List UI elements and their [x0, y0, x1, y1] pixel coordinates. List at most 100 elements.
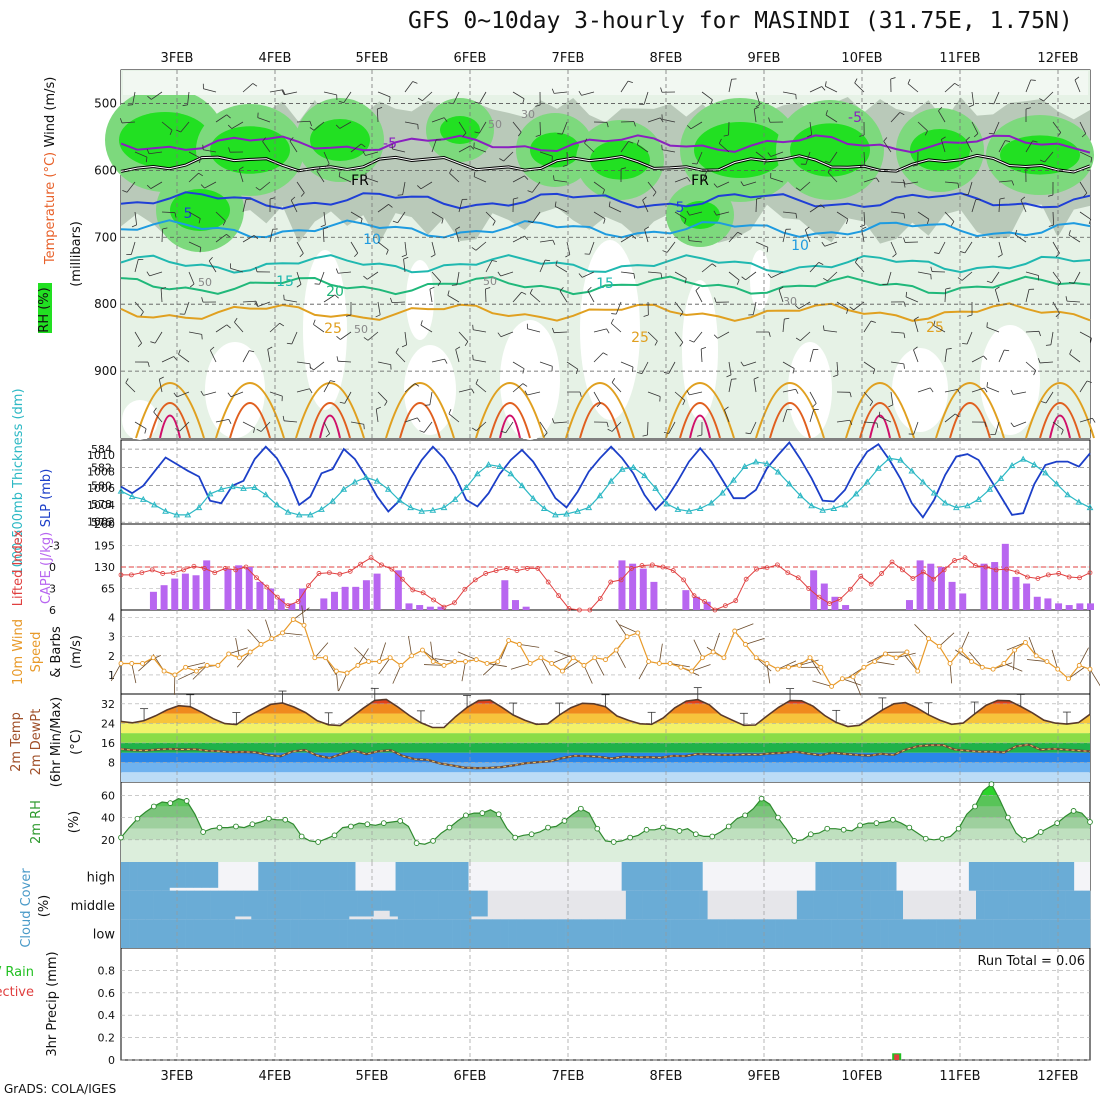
li-point [962, 555, 968, 561]
thickness-point [418, 507, 426, 514]
rh2m-point [183, 798, 190, 804]
cloud-cell-low [1081, 919, 1091, 948]
cloud-cell-high [670, 862, 679, 891]
cape-bar [1012, 576, 1020, 610]
wind-speed-point [743, 641, 748, 647]
wind-barb-flag [234, 317, 238, 323]
li-point [670, 568, 676, 573]
cloud-cell-high [621, 862, 631, 891]
wind-barb [180, 121, 190, 133]
wind-barb [160, 289, 163, 303]
wind-barb-flag [903, 213, 906, 219]
wind-barb [799, 181, 811, 191]
x-tick-label-top: 7FEB [552, 51, 585, 66]
cloud-cell-low [1073, 919, 1083, 948]
wind-barb-flag [524, 235, 529, 241]
cloud-cell-low [726, 919, 735, 948]
wind-speed-point [484, 661, 490, 666]
cape-bar [842, 605, 850, 610]
li-point [597, 596, 603, 601]
wind-speed-point [1012, 647, 1018, 653]
wind-barb-flag [354, 252, 359, 258]
wind-speed-point [699, 655, 705, 661]
wind-barb-flag [905, 291, 908, 297]
wind-speed-point [1001, 661, 1007, 666]
wind-barb-flag [299, 253, 304, 258]
wind-barb-flag [1092, 418, 1096, 423]
wind-barb [674, 301, 684, 313]
wind-barb [641, 361, 649, 374]
wind-barb-flag [1030, 79, 1036, 81]
wind-barb [766, 663, 771, 684]
wind-barb [344, 391, 352, 404]
wind-barb-flag [726, 374, 732, 378]
wind-barb-flag [474, 131, 480, 134]
cape-bar [820, 583, 828, 610]
cloud-cell-high [863, 862, 873, 891]
wind-barb [323, 421, 331, 434]
wind-speed-point [721, 655, 727, 661]
wind-barb-flag [724, 406, 729, 411]
wind-barb-flag [926, 219, 930, 225]
wind-barb-flag [145, 157, 148, 163]
wind-barb [581, 91, 595, 96]
cloud-cell-low [435, 919, 445, 948]
cloud-cell-middle [275, 890, 285, 920]
wind-barb [1051, 649, 1059, 670]
cloud-cell-low [145, 919, 154, 948]
wind-barb [503, 151, 514, 162]
cloud-cell-low [928, 919, 937, 948]
wind-barb-flag [471, 388, 475, 394]
wind-barb-flag [662, 250, 668, 253]
wind-barb-flag [660, 273, 663, 279]
wind-barb [1068, 234, 1081, 243]
rh-dry-pocket [980, 325, 1040, 435]
wind-barb-flag [1074, 76, 1080, 81]
wind-barb [539, 121, 541, 136]
rh-contour-label: 50 [198, 276, 212, 289]
wind-barb [944, 82, 955, 93]
cloud-cell-low [653, 919, 663, 948]
wind-barb-flag [812, 403, 817, 408]
wind-barb [367, 331, 379, 341]
wind-barb [863, 177, 877, 183]
wind-speed-point [118, 661, 124, 666]
cloud-cell-middle [129, 890, 138, 920]
wind-speed-point [904, 649, 910, 655]
wind-barb [293, 607, 310, 620]
li-point [556, 593, 562, 599]
wind-barb-flag [545, 259, 551, 262]
wind-barb-flag [824, 160, 830, 164]
wind-speed-point [1022, 640, 1028, 645]
wind-barb [1043, 91, 1054, 102]
wind-barb [458, 388, 472, 393]
wind-barb [134, 151, 148, 158]
wind-barb [512, 291, 522, 303]
wind-barb [998, 199, 1001, 213]
wind-barb [938, 241, 946, 254]
wind-barb-flag [967, 314, 973, 317]
rh2m-point [528, 831, 535, 838]
wind-barb [662, 149, 676, 153]
rh2m-point [479, 810, 486, 816]
cloud-cell-high [185, 862, 194, 888]
cape-bar [245, 567, 253, 610]
wind-barb [955, 649, 972, 662]
wind-barb [1073, 271, 1081, 284]
wind-barb [917, 211, 930, 220]
rh2m-point [249, 821, 256, 828]
thickness-point [596, 492, 604, 499]
wind-speed-point [1066, 676, 1071, 682]
wind-barb-flag [137, 342, 142, 348]
cloud-cell-high [274, 862, 283, 891]
wind-barb [242, 300, 256, 303]
cloud-cell-middle [414, 890, 423, 920]
wind-barb-flag [1011, 180, 1015, 186]
wind-barb-flag [555, 260, 558, 266]
cloud-cell-middle [682, 890, 692, 920]
wind-barb [944, 413, 956, 423]
thickness-point [763, 460, 771, 467]
cloud-cell-middle [1057, 890, 1066, 920]
li-point [452, 600, 457, 606]
cloud-cell-low [411, 919, 421, 948]
